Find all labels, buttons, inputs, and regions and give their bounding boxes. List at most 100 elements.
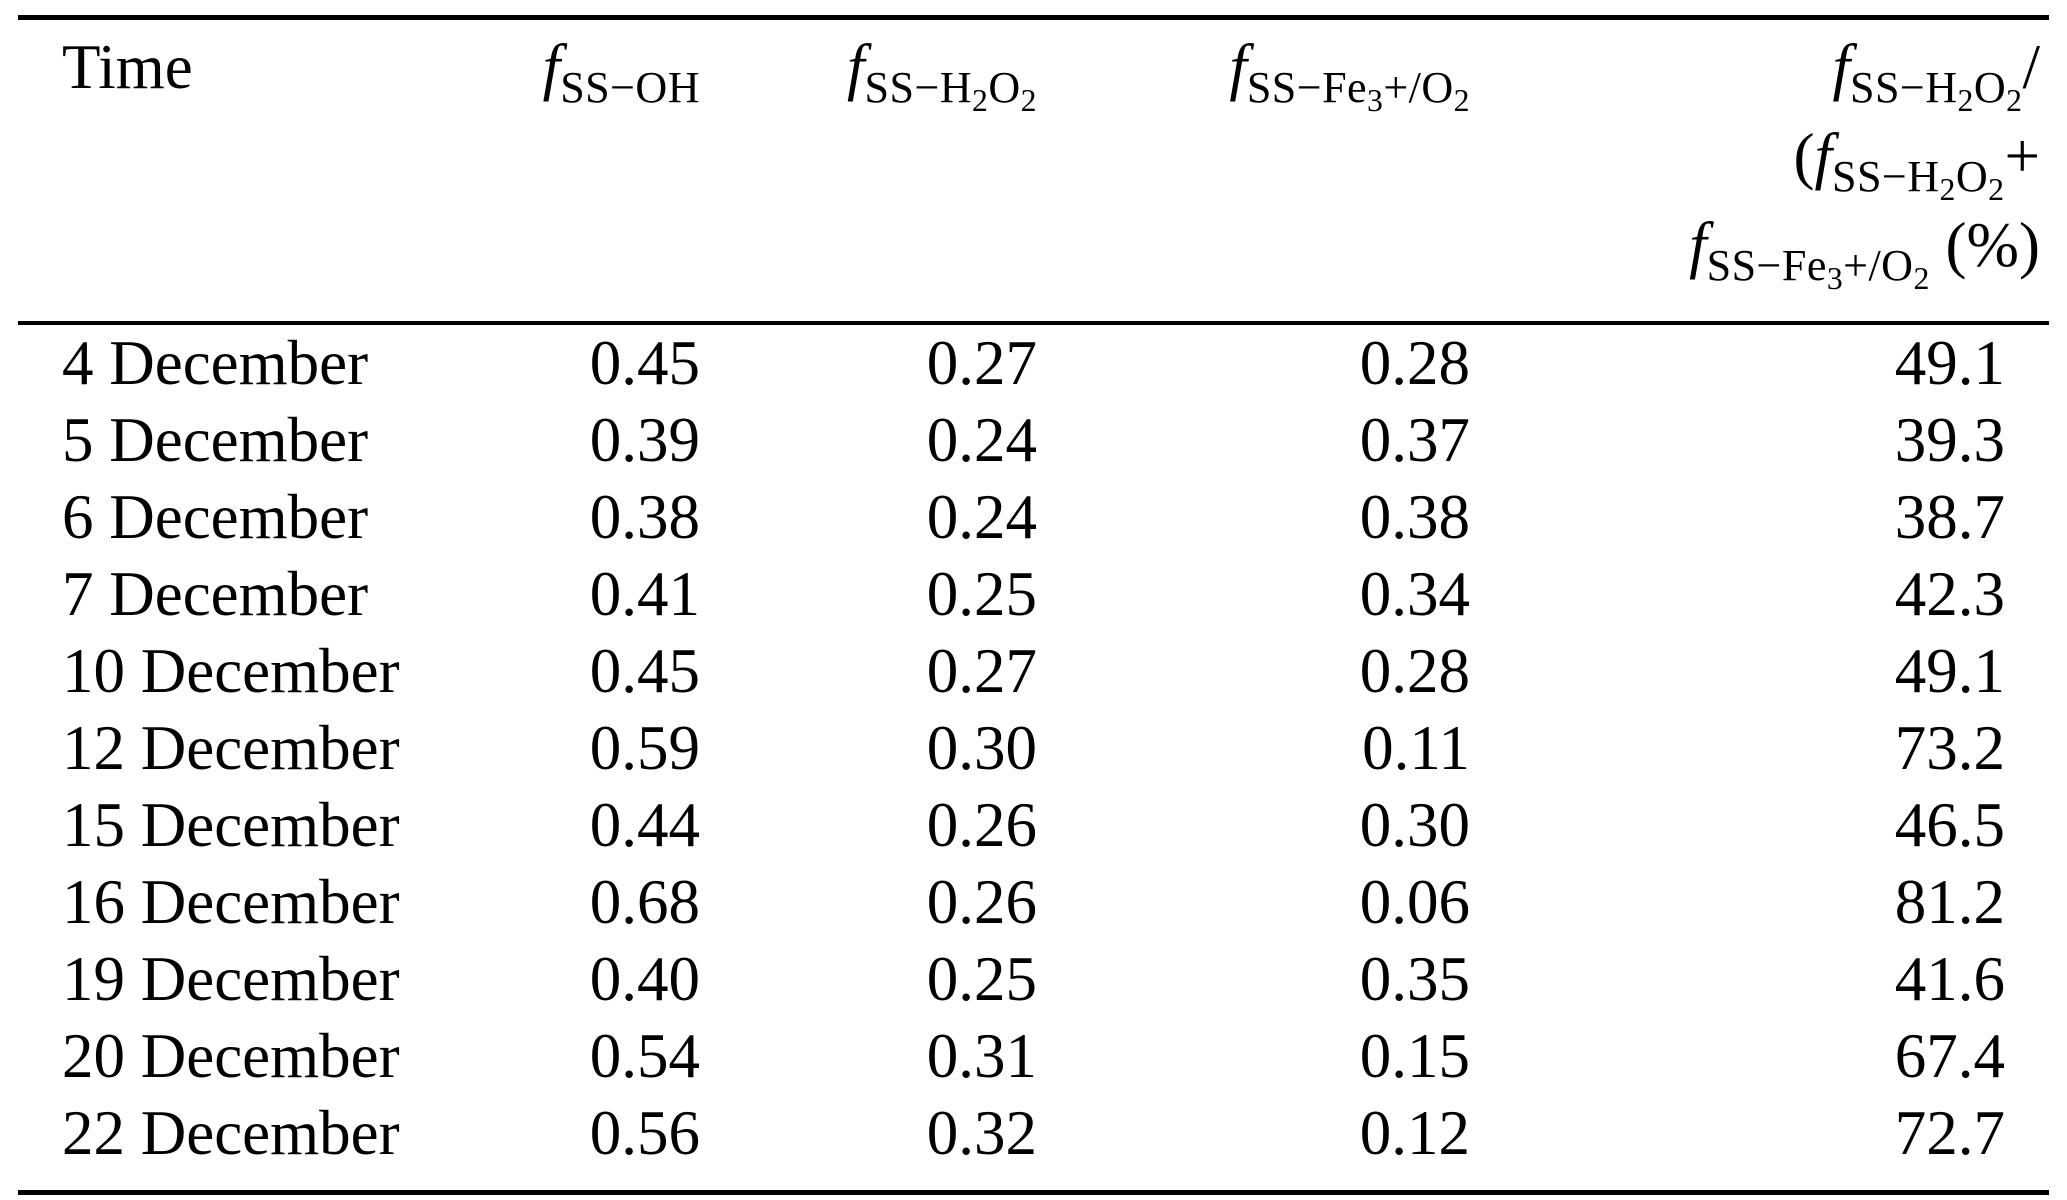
- slash: /: [2022, 32, 2040, 102]
- cell-time: 4 December: [62, 328, 369, 398]
- header-row: Time fSS−OH fSS−H2O2 fSS−Fe3+/O2 fSS−H2O…: [18, 17, 2049, 325]
- cell-time: 16 December: [62, 867, 400, 937]
- cell-ratio-percent: 81.2: [1894, 867, 2005, 937]
- cell-f-ss-oh: 0.56: [589, 1098, 700, 1168]
- math-subscript: SS−H2O2: [864, 63, 1037, 118]
- cell-time: 12 December: [62, 713, 400, 783]
- cell-f-ss-h2o2: 0.32: [926, 1098, 1037, 1168]
- table-row: 7 December 0.41 0.25 0.34 42.3: [18, 556, 2049, 633]
- header-ratio-formula: fSS−H2O2/ (fSS−H2O2+ fSS−Fe3+/O2 (%): [1470, 17, 2049, 325]
- cell-time: 19 December: [62, 944, 400, 1014]
- cell-f-ss-h2o2: 0.27: [926, 636, 1037, 706]
- math-subsubscript: 2: [972, 82, 989, 118]
- math-f: f: [1689, 210, 1707, 280]
- math-f: f: [1814, 121, 1832, 191]
- ratio-formula-line-1: fSS−H2O2/: [1470, 28, 2040, 118]
- table-row: 20 December 0.54 0.31 0.15 67.4: [18, 1018, 2049, 1095]
- cell-f-ss-fe3-o2: 0.15: [1359, 1021, 1470, 1091]
- cell-f-ss-oh: 0.40: [589, 944, 700, 1014]
- percent-unit: (%): [1929, 210, 2040, 280]
- cell-f-ss-h2o2: 0.27: [926, 328, 1037, 398]
- math-f: f: [542, 32, 561, 102]
- cell-ratio-percent: 49.1: [1894, 328, 2005, 398]
- math-subscript: SS−Fe3+/O2: [1246, 63, 1470, 118]
- math-subscript: SS−H2O2: [1831, 152, 2005, 207]
- cell-time: 7 December: [62, 559, 369, 629]
- header-f-ss-fe3-o2: fSS−Fe3+/O2: [1037, 17, 1470, 325]
- cell-f-ss-fe3-o2: 0.11: [1362, 713, 1470, 783]
- cell-f-ss-fe3-o2: 0.06: [1359, 867, 1470, 937]
- table-row: 12 December 0.59 0.30 0.11 73.2: [18, 710, 2049, 787]
- ratio-formula-line-3: fSS−Fe3+/O2 (%): [1470, 206, 2040, 296]
- cell-f-ss-oh: 0.68: [589, 867, 700, 937]
- cell-time: 10 December: [62, 636, 400, 706]
- cell-ratio-percent: 38.7: [1894, 482, 2005, 552]
- cell-f-ss-h2o2: 0.30: [926, 713, 1037, 783]
- header-time: Time: [18, 17, 448, 325]
- cell-f-ss-oh: 0.39: [589, 405, 700, 475]
- table-row: 22 December 0.56 0.32 0.12 72.7: [18, 1095, 2049, 1193]
- math-f: f: [847, 32, 865, 102]
- cell-f-ss-oh: 0.38: [589, 482, 700, 552]
- cell-f-ss-oh: 0.45: [589, 328, 700, 398]
- cell-f-ss-oh: 0.54: [589, 1021, 700, 1091]
- cell-ratio-percent: 46.5: [1894, 790, 2005, 860]
- math-subscript: SS−OH: [560, 63, 700, 113]
- table-row: 5 December 0.39 0.24 0.37 39.3: [18, 402, 2049, 479]
- table-row: 19 December 0.40 0.25 0.35 41.6: [18, 941, 2049, 1018]
- table-row: 15 December 0.44 0.26 0.30 46.5: [18, 787, 2049, 864]
- cell-f-ss-fe3-o2: 0.28: [1359, 328, 1470, 398]
- math-subsubscript: 2: [1913, 260, 1930, 296]
- plus-sign: +: [2004, 121, 2040, 191]
- open-paren: (: [1793, 121, 1815, 191]
- math-subsubscript: 2: [1957, 82, 1974, 118]
- cell-f-ss-oh: 0.45: [589, 636, 700, 706]
- math-subscript: SS−Fe3+/O2: [1706, 241, 1930, 296]
- math-subsubscript: 2: [1939, 171, 1956, 207]
- math-subsubscript: 2: [1988, 171, 2005, 207]
- cell-f-ss-fe3-o2: 0.37: [1359, 405, 1470, 475]
- table-row: 6 December 0.38 0.24 0.38 38.7: [18, 479, 2049, 556]
- header-f-ss-oh: fSS−OH: [448, 17, 700, 325]
- math-subscript: SS−H2O2: [1850, 63, 2023, 118]
- cell-time: 15 December: [62, 790, 400, 860]
- cell-f-ss-fe3-o2: 0.34: [1359, 559, 1470, 629]
- ratio-formula-line-2: (fSS−H2O2+: [1470, 117, 2040, 207]
- cell-ratio-percent: 73.2: [1894, 713, 2005, 783]
- table-header: Time fSS−OH fSS−H2O2 fSS−Fe3+/O2 fSS−H2O…: [18, 17, 2049, 325]
- math-subsubscript: 3: [1367, 82, 1384, 118]
- cell-time: 20 December: [62, 1021, 400, 1091]
- math-subsubscript: 2: [1453, 82, 1470, 118]
- cell-f-ss-fe3-o2: 0.28: [1359, 636, 1470, 706]
- cell-f-ss-h2o2: 0.25: [926, 944, 1037, 1014]
- cell-f-ss-oh: 0.59: [589, 713, 700, 783]
- table-row: 10 December 0.45 0.27 0.28 49.1: [18, 633, 2049, 710]
- cell-ratio-percent: 49.1: [1894, 636, 2005, 706]
- cell-ratio-percent: 67.4: [1894, 1021, 2005, 1091]
- header-time-label: Time: [62, 32, 193, 102]
- math-f: f: [1229, 32, 1247, 102]
- cell-ratio-percent: 42.3: [1894, 559, 2005, 629]
- table-row: 4 December 0.45 0.27 0.28 49.1: [18, 323, 2049, 402]
- cell-f-ss-h2o2: 0.24: [926, 405, 1037, 475]
- cell-f-ss-oh: 0.41: [589, 559, 700, 629]
- cell-f-ss-fe3-o2: 0.30: [1359, 790, 1470, 860]
- cell-ratio-percent: 72.7: [1894, 1098, 2005, 1168]
- table-body: 4 December 0.45 0.27 0.28 49.1 5 Decembe…: [18, 323, 2049, 1193]
- paper-data-table: Time fSS−OH fSS−H2O2 fSS−Fe3+/O2 fSS−H2O…: [18, 15, 2049, 1195]
- math-subsubscript: 3: [1826, 260, 1844, 296]
- math-f: f: [1832, 32, 1850, 102]
- cell-f-ss-fe3-o2: 0.35: [1359, 944, 1470, 1014]
- cell-ratio-percent: 41.6: [1894, 944, 2005, 1014]
- header-f-ss-h2o2: fSS−H2O2: [700, 17, 1037, 325]
- cell-time: 6 December: [62, 482, 369, 552]
- cell-time: 22 December: [62, 1098, 400, 1168]
- cell-f-ss-oh: 0.44: [589, 790, 700, 860]
- cell-f-ss-h2o2: 0.26: [926, 790, 1037, 860]
- cell-f-ss-h2o2: 0.26: [926, 867, 1037, 937]
- cell-f-ss-h2o2: 0.31: [926, 1021, 1037, 1091]
- cell-ratio-percent: 39.3: [1894, 405, 2005, 475]
- math-subsubscript: 2: [1020, 82, 1037, 118]
- cell-f-ss-fe3-o2: 0.12: [1359, 1098, 1470, 1168]
- cell-time: 5 December: [62, 405, 369, 475]
